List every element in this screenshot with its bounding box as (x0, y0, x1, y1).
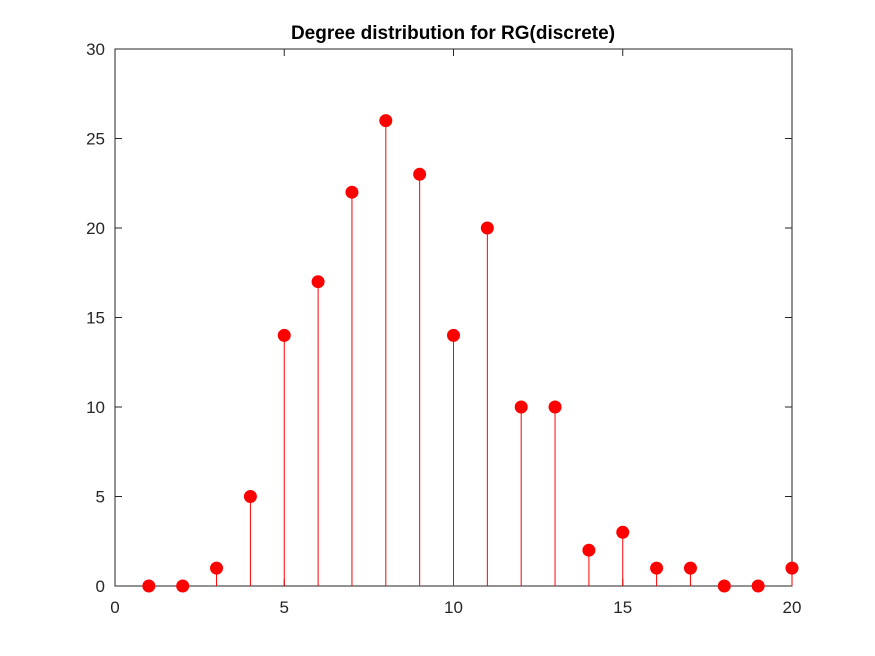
stem-marker (311, 275, 325, 289)
stem-marker (142, 579, 156, 593)
x-tick-label: 0 (110, 598, 119, 617)
stem-marker (548, 400, 562, 414)
stem-marker (210, 561, 224, 575)
stem-marker (447, 328, 460, 342)
y-tick-label: 20 (86, 219, 105, 238)
stem-marker (480, 221, 494, 235)
y-tick-label: 25 (86, 130, 105, 149)
stem-marker (582, 543, 596, 557)
stem-marker (751, 579, 765, 593)
stem-marker (379, 114, 393, 128)
y-tick-label: 15 (86, 309, 105, 328)
x-tick-label: 10 (444, 598, 463, 617)
y-tick-label: 10 (86, 398, 105, 417)
y-tick-label: 5 (96, 488, 105, 507)
stem-marker (413, 167, 427, 181)
y-tick-label: 30 (86, 40, 105, 59)
x-tick-label: 15 (613, 598, 632, 617)
stem-marker (683, 561, 697, 575)
stem-marker (345, 185, 359, 199)
plot-area: 0 5 10 15 20 0 5 10 15 20 25 30 (86, 40, 801, 617)
stem-marker (650, 561, 664, 575)
stem-marker (785, 561, 799, 575)
y-tick-label: 0 (96, 577, 105, 596)
x-tick-label: 5 (280, 598, 289, 617)
stem-marker (277, 328, 291, 342)
stem-marker (717, 579, 731, 593)
stem-marker (616, 525, 630, 539)
x-tick-label: 20 (783, 598, 802, 617)
stem-marker (243, 490, 257, 503)
stem-marker (176, 579, 190, 593)
stem-marker (514, 400, 528, 414)
chart-title: Degree distribution for RG(discrete) (291, 23, 615, 44)
